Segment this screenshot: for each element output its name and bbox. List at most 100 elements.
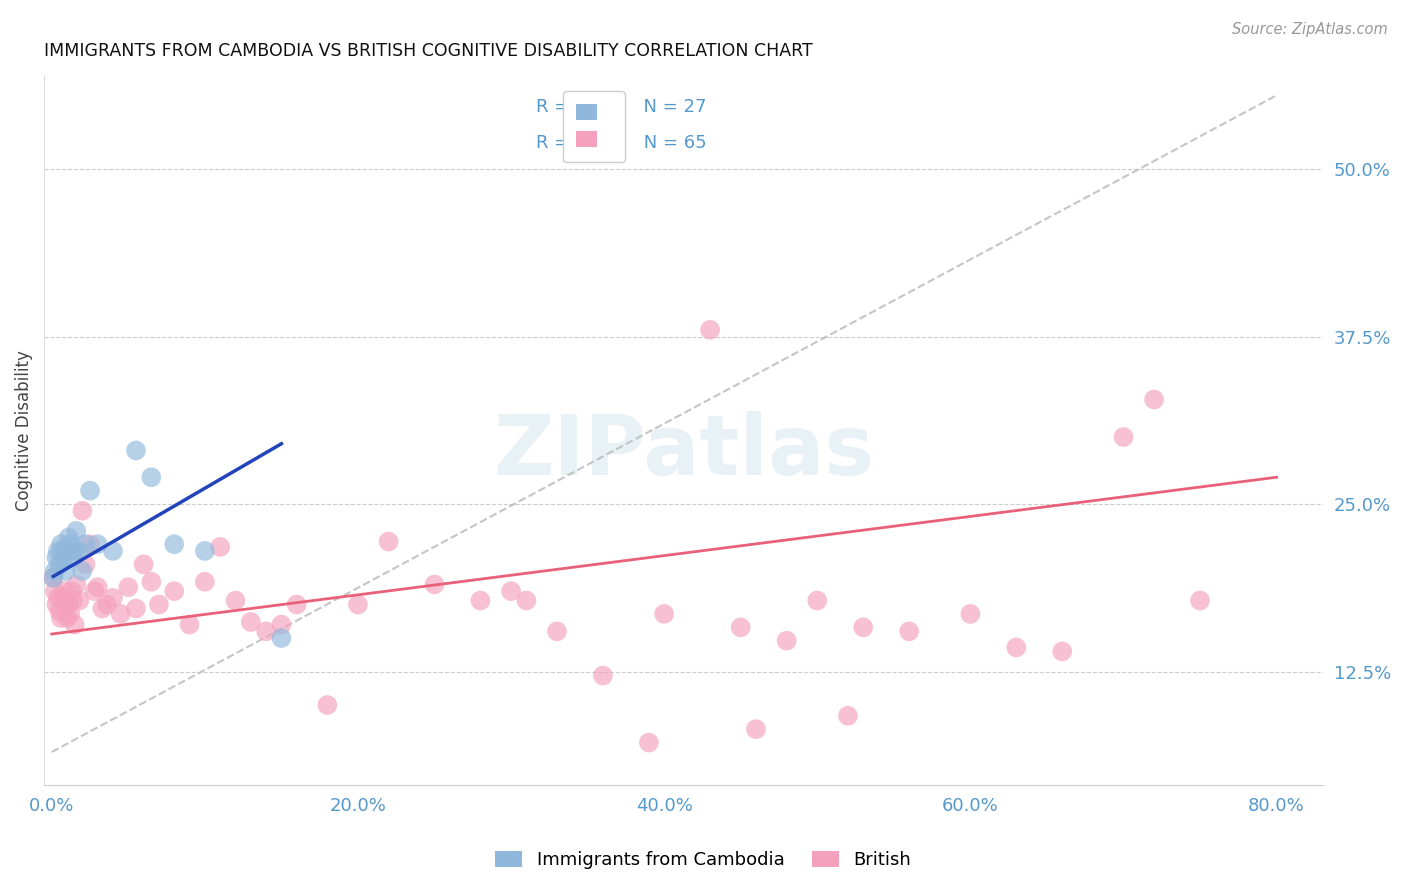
Point — [1189, 593, 1212, 607]
Text: R = 0.641   N = 27: R = 0.641 N = 27 — [536, 98, 707, 116]
Point — [45, 550, 67, 565]
Point — [67, 544, 90, 558]
Point — [49, 611, 72, 625]
Point — [745, 722, 768, 736]
Point — [79, 537, 101, 551]
Point — [837, 708, 859, 723]
Point — [59, 607, 82, 621]
Point — [117, 580, 139, 594]
Point — [75, 558, 97, 572]
Point — [270, 617, 292, 632]
Point — [163, 584, 186, 599]
Point — [79, 483, 101, 498]
Point — [63, 544, 86, 558]
Text: ZIPatlas: ZIPatlas — [494, 411, 873, 492]
Point — [1005, 640, 1028, 655]
Y-axis label: Cognitive Disability: Cognitive Disability — [15, 350, 32, 511]
Point — [148, 598, 170, 612]
Point — [101, 544, 124, 558]
Point — [91, 601, 114, 615]
Point — [53, 584, 76, 599]
Point — [63, 617, 86, 632]
Point — [72, 564, 94, 578]
Point — [45, 598, 67, 612]
Legend: , : , — [564, 91, 624, 162]
Point — [96, 598, 118, 612]
Point — [316, 698, 339, 712]
Point — [285, 598, 308, 612]
Point — [101, 591, 124, 605]
Point — [270, 631, 292, 645]
Point — [592, 668, 614, 682]
Point — [1143, 392, 1166, 407]
Point — [65, 577, 87, 591]
Point — [51, 591, 73, 605]
Point — [179, 617, 201, 632]
Point — [141, 574, 163, 589]
Point — [48, 604, 70, 618]
Point — [60, 584, 83, 599]
Point — [1112, 430, 1135, 444]
Text: IMMIGRANTS FROM CAMBODIA VS BRITISH COGNITIVE DISABILITY CORRELATION CHART: IMMIGRANTS FROM CAMBODIA VS BRITISH COGN… — [44, 42, 813, 60]
Text: R = 0.293   N = 65: R = 0.293 N = 65 — [536, 134, 707, 152]
Point — [75, 537, 97, 551]
Point — [546, 624, 568, 639]
Point — [72, 504, 94, 518]
Point — [44, 564, 66, 578]
Point — [637, 735, 659, 749]
Point — [163, 537, 186, 551]
Point — [53, 550, 76, 565]
Point — [194, 574, 217, 589]
Point — [141, 470, 163, 484]
Point — [898, 624, 921, 639]
Point — [67, 593, 90, 607]
Point — [806, 593, 828, 607]
Point — [65, 524, 87, 538]
Text: Source: ZipAtlas.com: Source: ZipAtlas.com — [1232, 22, 1388, 37]
Point — [49, 537, 72, 551]
Point — [224, 593, 246, 607]
Point — [62, 593, 84, 607]
Point — [42, 571, 65, 585]
Point — [83, 584, 105, 599]
Point — [59, 537, 82, 551]
Point — [44, 584, 66, 599]
Point — [254, 624, 277, 639]
Point — [51, 544, 73, 558]
Point — [652, 607, 675, 621]
Point — [125, 443, 148, 458]
Point — [347, 598, 370, 612]
Point — [62, 550, 84, 565]
Point — [48, 558, 70, 572]
Point — [58, 531, 80, 545]
Point — [55, 598, 77, 612]
Point — [56, 544, 79, 558]
Point — [125, 601, 148, 615]
Point — [56, 611, 79, 625]
Point — [209, 540, 232, 554]
Point — [58, 598, 80, 612]
Point — [852, 620, 875, 634]
Point — [470, 593, 492, 607]
Point — [46, 591, 69, 605]
Point — [1052, 644, 1074, 658]
Point — [42, 571, 65, 585]
Legend: Immigrants from Cambodia, British: Immigrants from Cambodia, British — [486, 842, 920, 879]
Point — [86, 537, 108, 551]
Point — [110, 607, 132, 621]
Point — [499, 584, 522, 599]
Point — [730, 620, 752, 634]
Point — [239, 615, 262, 629]
Point — [423, 577, 446, 591]
Point — [699, 323, 721, 337]
Point — [86, 580, 108, 594]
Point — [55, 564, 77, 578]
Point — [46, 544, 69, 558]
Point — [132, 558, 155, 572]
Point — [959, 607, 981, 621]
Point — [377, 534, 399, 549]
Point — [515, 593, 537, 607]
Point — [60, 544, 83, 558]
Point — [194, 544, 217, 558]
Point — [775, 633, 797, 648]
